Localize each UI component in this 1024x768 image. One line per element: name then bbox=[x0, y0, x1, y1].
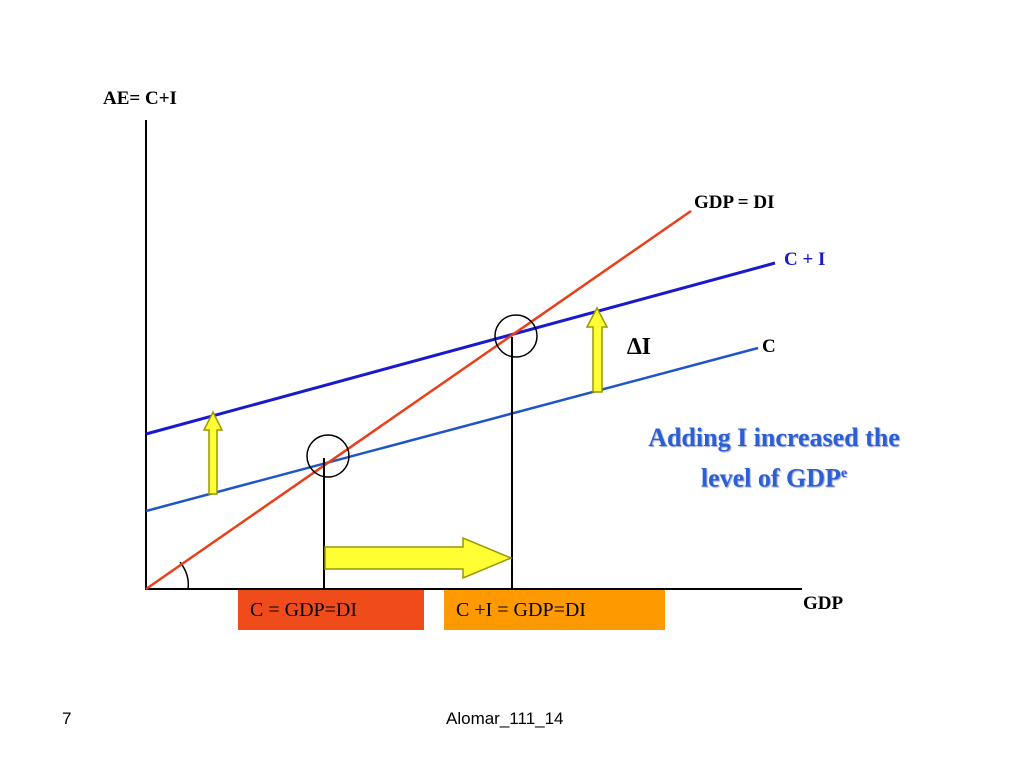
c-plus-i-line bbox=[145, 261, 776, 436]
x-axis-label: GDP bbox=[803, 593, 844, 614]
c-line bbox=[145, 346, 759, 513]
equilibrium-c-circle bbox=[306, 434, 350, 478]
gdp-shift-arrow bbox=[324, 536, 513, 580]
gdp-di-line bbox=[145, 209, 692, 591]
right-up-arrow bbox=[585, 306, 609, 393]
equilibrium-ci-circle bbox=[494, 314, 538, 358]
delta-i-label: ∆I bbox=[627, 334, 652, 360]
ci-equilibrium-box: C +I = GDP=DI bbox=[444, 590, 665, 630]
c-line-label: C bbox=[762, 336, 776, 357]
note-line-2-text: level of GDP bbox=[700, 463, 841, 493]
c-plus-i-line-label: C + I bbox=[784, 249, 826, 270]
c-equilibrium-box: C = GDP=DI bbox=[238, 590, 424, 630]
y-axis-label: AE= C+I bbox=[103, 88, 177, 109]
left-up-arrow bbox=[202, 410, 224, 495]
note-line-2: level of GDPe bbox=[612, 456, 936, 497]
slide-footer-source: Alomar_111_14 bbox=[446, 709, 564, 728]
annotation-note: Adding I increased the level of GDPe bbox=[612, 420, 936, 497]
slide-number: 7 bbox=[62, 709, 72, 728]
note-superscript: e bbox=[840, 466, 848, 481]
note-line-1: Adding I increased the bbox=[648, 423, 900, 452]
gdp-di-line-label: GDP = DI bbox=[694, 192, 775, 213]
